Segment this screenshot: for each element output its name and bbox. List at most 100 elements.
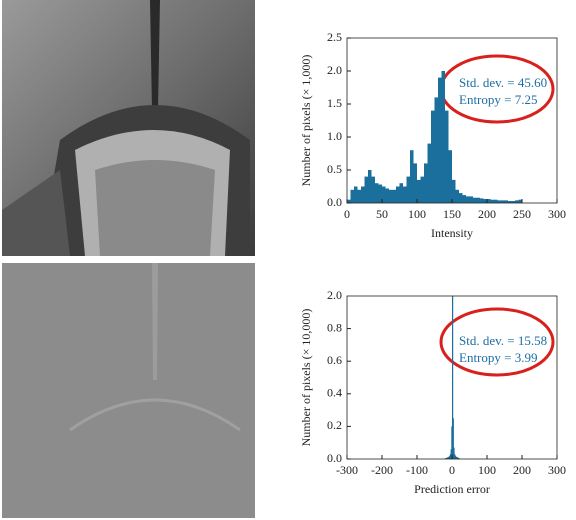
annotation: Entropy = 7.25 bbox=[459, 92, 537, 107]
bar bbox=[389, 189, 393, 203]
bar bbox=[449, 454, 452, 459]
x-tick-label: 150 bbox=[443, 207, 461, 221]
x-tick-label: 250 bbox=[513, 207, 531, 221]
bar bbox=[518, 199, 522, 203]
bars bbox=[347, 71, 522, 203]
bar bbox=[456, 457, 459, 459]
y-tick-label: 0.4 bbox=[327, 386, 342, 400]
x-tick-label: 100 bbox=[408, 207, 426, 221]
bar bbox=[403, 186, 407, 203]
bar bbox=[354, 186, 358, 203]
x-axis-label: Prediction error bbox=[414, 482, 490, 496]
bar bbox=[452, 179, 456, 203]
x-tick-label: 200 bbox=[513, 463, 531, 477]
bar bbox=[410, 150, 414, 203]
bar bbox=[504, 200, 508, 203]
y-axis-label: Number of pixels (× 1,000) bbox=[299, 55, 313, 187]
bar bbox=[371, 176, 375, 203]
bar bbox=[413, 163, 417, 203]
bar bbox=[396, 186, 400, 203]
x-tick-label: 50 bbox=[376, 207, 388, 221]
y-tick-label: 2.0 bbox=[327, 63, 342, 77]
bar bbox=[487, 199, 491, 203]
x-tick-label: 300 bbox=[548, 207, 566, 221]
bar bbox=[445, 458, 447, 459]
y-tick-label: 1.5 bbox=[327, 96, 342, 110]
bar bbox=[375, 183, 379, 203]
original-image bbox=[2, 0, 255, 256]
x-tick-label: 200 bbox=[478, 207, 496, 221]
annotation: Std. dev. = 45.60 bbox=[459, 75, 547, 90]
bar bbox=[417, 179, 421, 203]
bar bbox=[445, 110, 449, 203]
y-tick-label: 0.2 bbox=[327, 418, 342, 432]
bar bbox=[420, 176, 424, 203]
bar bbox=[438, 77, 442, 203]
bars bbox=[445, 296, 460, 459]
bar bbox=[427, 143, 431, 203]
bar bbox=[459, 193, 463, 203]
x-axis-label: Intensity bbox=[431, 226, 473, 240]
bar bbox=[515, 200, 519, 203]
x-tick-label: -100 bbox=[406, 463, 428, 477]
y-tick-label: 2.5 bbox=[327, 30, 342, 44]
bar bbox=[454, 455, 456, 459]
bar bbox=[441, 71, 445, 203]
bar bbox=[361, 186, 365, 203]
bar bbox=[385, 188, 389, 203]
y-top-label: 2.0 bbox=[327, 288, 342, 302]
bar bbox=[462, 195, 466, 203]
bar bbox=[454, 454, 456, 459]
bar bbox=[368, 170, 372, 203]
bar bbox=[347, 199, 351, 203]
bar bbox=[458, 458, 460, 459]
annotation: Std. dev. = 15.58 bbox=[459, 333, 547, 348]
bar bbox=[448, 456, 450, 459]
bar bbox=[424, 163, 428, 203]
x-tick-label: 100 bbox=[478, 463, 496, 477]
bar bbox=[350, 189, 354, 203]
bar bbox=[445, 458, 447, 459]
bar bbox=[473, 197, 477, 203]
bar bbox=[469, 196, 473, 203]
bar bbox=[511, 201, 515, 203]
x-tick-label: 0 bbox=[344, 207, 350, 221]
bar bbox=[399, 183, 403, 203]
highlight-ellipse bbox=[439, 307, 555, 377]
x-tick-label: 300 bbox=[548, 463, 566, 477]
bar bbox=[364, 176, 368, 203]
y-axis-label: Number of pixels (× 10,000) bbox=[299, 309, 313, 447]
annotation: Entropy = 3.99 bbox=[459, 350, 537, 365]
bar bbox=[446, 457, 448, 459]
x-tick-label: -300 bbox=[336, 463, 358, 477]
bar bbox=[501, 200, 505, 203]
bar bbox=[452, 418, 454, 459]
bar bbox=[451, 426, 453, 459]
bar bbox=[480, 198, 484, 203]
bar bbox=[508, 201, 512, 203]
x-tick-label: 0 bbox=[449, 463, 455, 477]
bar bbox=[448, 150, 452, 203]
bar bbox=[455, 456, 457, 459]
bar bbox=[434, 97, 438, 203]
y-tick-label: 0.5 bbox=[327, 162, 342, 176]
bar bbox=[431, 110, 435, 203]
prediction-error-image bbox=[2, 263, 255, 518]
y-tick-label: 0.0 bbox=[327, 195, 342, 209]
bar bbox=[382, 186, 386, 203]
y-tick-label: 0.0 bbox=[327, 451, 342, 465]
bar bbox=[452, 296, 454, 459]
bar bbox=[483, 199, 487, 203]
bar bbox=[497, 200, 501, 203]
x-tick-label: -200 bbox=[371, 463, 393, 477]
bar bbox=[466, 196, 470, 203]
bar bbox=[453, 447, 455, 459]
bar bbox=[456, 457, 458, 459]
bar bbox=[357, 189, 361, 203]
bar bbox=[449, 455, 451, 459]
bar bbox=[490, 199, 494, 203]
y-tick-label: 0.8 bbox=[327, 320, 342, 334]
bar bbox=[494, 199, 498, 203]
bar bbox=[447, 457, 449, 459]
